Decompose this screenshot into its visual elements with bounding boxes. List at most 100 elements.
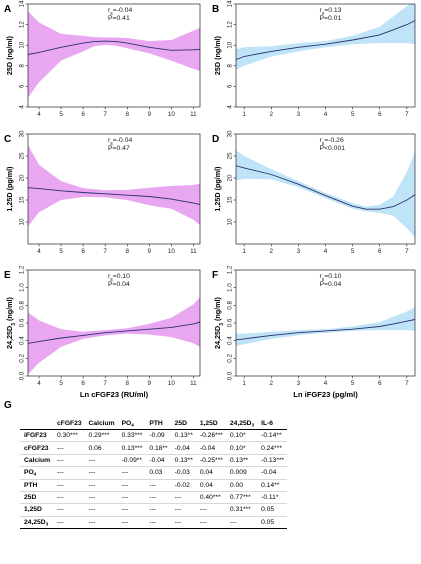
table-cell: 0.13** <box>225 454 258 468</box>
x-tick-label: 7 <box>405 111 409 118</box>
table-cell: --- <box>145 491 171 505</box>
x-tick-label: 9 <box>148 111 152 118</box>
confidence-band <box>28 145 200 227</box>
table-header-cell <box>20 418 54 430</box>
table-cell: 0.05 <box>257 503 288 517</box>
table-row: PO4 --- --- --- 0.03 -0.03 0.04 0.009 -0.04 <box>20 466 288 480</box>
table-cell: --- <box>84 479 118 492</box>
y-tick-label: 20 <box>19 174 26 182</box>
y-tick-label: 30 <box>227 130 234 138</box>
x-tick-label: 1 <box>242 111 246 118</box>
x-tick-label: 6 <box>378 248 382 255</box>
y-tick-label: 0.2 <box>19 353 26 362</box>
table-cell: 0.04 <box>195 466 226 480</box>
p-annotation: P=0.41 <box>108 15 130 22</box>
panel-label: C <box>4 134 11 145</box>
rs-annotation: rs=0.10 <box>320 273 342 283</box>
table-cell: --- <box>170 503 196 517</box>
rs-annotation: rs=-0.26 <box>320 137 344 147</box>
table-cell: --- <box>145 503 171 517</box>
table-row: 24,25D3 --- --- --- --- --- --- --- 0.05 <box>20 516 288 530</box>
y-tick-label: 0.4 <box>19 336 26 345</box>
x-tick-label: 5 <box>351 111 355 118</box>
x-tick-label: 7 <box>103 380 107 387</box>
table-cell: 0.14** <box>257 479 288 492</box>
table-cell: --- <box>145 516 171 530</box>
table-cell: 0.24*** <box>257 441 288 455</box>
table-cell: -0.09** <box>117 454 146 468</box>
table-cell: -0.25*** <box>195 454 226 468</box>
panel-label: E <box>4 270 11 281</box>
y-tick-label: 4 <box>19 105 26 109</box>
y-tick-label: 10 <box>227 41 234 49</box>
table-cell: 0.06 <box>84 441 118 455</box>
table-cell: 0.30*** <box>53 429 85 443</box>
table-cell: 0.13*** <box>117 441 146 455</box>
x-tick-label: 4 <box>37 380 41 387</box>
y-tick-label: 0.8 <box>227 300 234 309</box>
y-axis-label: 24,25D3 (ng/ml) <box>5 296 17 349</box>
y-tick-label: 6 <box>227 84 234 88</box>
table-cell: -0.03 <box>170 466 196 480</box>
table-cell: --- <box>53 441 85 455</box>
x-tick-label: 5 <box>59 380 63 387</box>
y-tick-label: 14 <box>19 0 26 8</box>
rs-annotation: rs=-0.04 <box>108 7 132 17</box>
x-tick-label: 5 <box>351 248 355 255</box>
chart-panel-c: 4 5 6 7 8 9 10 11 10 15 20 25 30 C 1,25D (pg/ml) rs=-0.… <box>4 130 201 255</box>
table-cell: --- <box>195 516 226 530</box>
x-tick-label: 10 <box>168 248 176 255</box>
x-tick-label: 6 <box>81 111 85 118</box>
x-tick-label: 3 <box>297 248 301 255</box>
x-tick-label: 9 <box>148 380 152 387</box>
table-cell: --- <box>84 454 118 468</box>
chart-panel-a: 4 5 6 7 8 9 10 11 4 6 8 10 12 14 A 25D (ng/ml) rs=-0.04P… <box>4 0 201 118</box>
table-header-cell: PTH <box>145 418 171 430</box>
table-cell: --- <box>117 503 146 517</box>
panel-label: F <box>212 270 218 281</box>
table-header-cell: IL-6 <box>257 418 288 430</box>
table-cell: 0.33*** <box>117 429 146 443</box>
y-tick-label: 15 <box>227 196 234 204</box>
x-tick-label: 4 <box>324 380 328 387</box>
table-cell: 0.10* <box>225 429 258 443</box>
chart-panel-f: 1 2 3 4 5 6 7 0.0 0.2 0.4 0.6 0.8 1.0 1.2 F 24,25D3 (ng… <box>212 265 416 399</box>
x-tick-label: 5 <box>59 111 63 118</box>
y-tick-label: 0.2 <box>227 353 234 362</box>
table-cell: -0.04 <box>170 441 196 455</box>
fitted-line <box>236 20 415 61</box>
table-cell: --- <box>84 491 118 505</box>
x-tick-label: 4 <box>324 111 328 118</box>
table-cell: -0.26*** <box>195 429 226 443</box>
plot-frame <box>27 133 201 245</box>
table-cell: --- <box>53 479 85 492</box>
y-tick-label: 8 <box>19 64 26 68</box>
row-header-cell: 24,25D3 <box>20 516 54 530</box>
table-cell: --- <box>195 503 226 517</box>
x-tick-label: 7 <box>103 248 107 255</box>
table-cell: --- <box>84 516 118 530</box>
table-header-cell: Calcium <box>84 418 118 430</box>
x-tick-label: 8 <box>125 380 129 387</box>
table-cell: --- <box>170 516 196 530</box>
y-tick-label: 12 <box>19 21 26 29</box>
confidence-band <box>236 307 415 346</box>
panel-label: A <box>4 4 11 15</box>
table-cell: --- <box>53 516 85 530</box>
p-annotation: P=0.01 <box>320 15 342 22</box>
p-annotation: P=0.04 <box>108 281 130 288</box>
correlation-table: cFGF23 Calcium PO4 PTH 25D 1,25D 24,25D3 IL-6 i… <box>20 418 288 530</box>
row-header-cell: iFGF23 <box>20 429 54 443</box>
p-annotation: P<0.001 <box>320 145 346 152</box>
row-header-cell: PTH <box>20 479 54 492</box>
x-tick-label: 7 <box>103 111 107 118</box>
rs-annotation: rs=-0.04 <box>108 137 132 147</box>
y-tick-label: 1.0 <box>19 283 26 292</box>
x-tick-label: 2 <box>269 248 273 255</box>
table-cell: --- <box>117 516 146 530</box>
y-tick-label: 0.0 <box>19 371 26 380</box>
x-tick-label: 6 <box>81 248 85 255</box>
table-cell: 0.31*** <box>225 503 258 517</box>
table-cell: -0.09 <box>145 429 171 443</box>
